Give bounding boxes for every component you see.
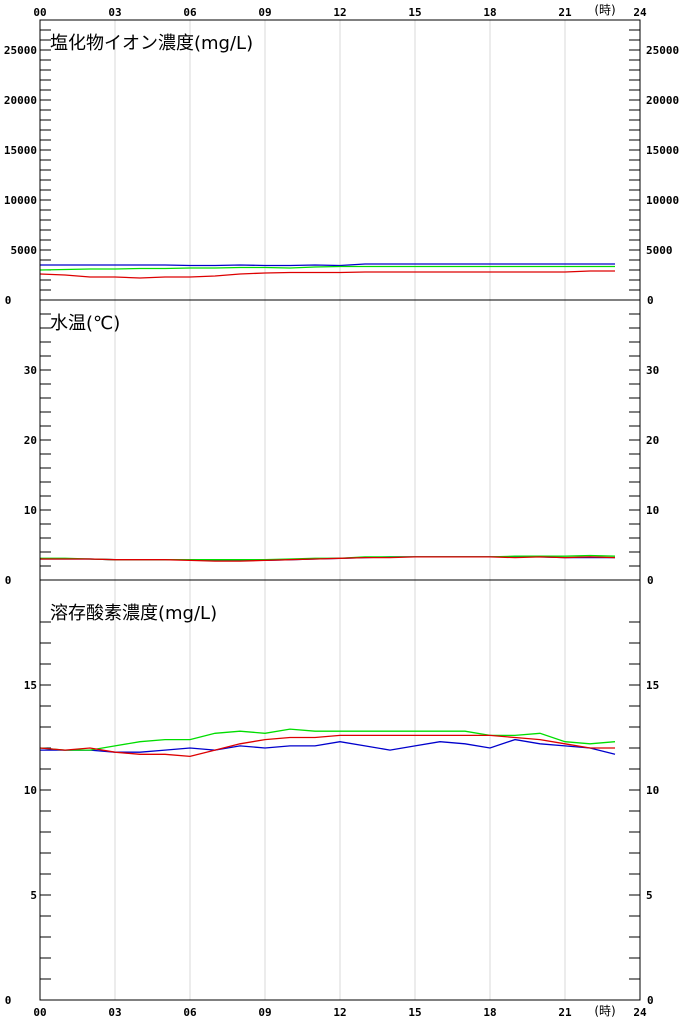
- chloride-left-tick-label: 5000: [11, 244, 38, 257]
- top-hour-label-18: 18: [483, 6, 496, 19]
- top-hour-label-15: 15: [408, 6, 421, 19]
- dissolved-oxygen-left-tick-label: 0: [5, 994, 12, 1007]
- dissolved-oxygen-panel-title: 溶存酸素濃度(mg/L): [50, 603, 217, 624]
- chloride-series-1-line: [40, 263, 615, 267]
- bottom-hour-label-12: 12: [333, 1006, 346, 1019]
- dissolved-oxygen-series-3-line: [39, 734, 615, 758]
- chloride-panel: 0 0 5000 5000 10000 10000 15000 15000 20000 20000…: [4, 19, 679, 307]
- chloride-right-tick-label: 0: [647, 294, 654, 307]
- water-temperature-left-tick-label: 0: [5, 574, 12, 587]
- top-hour-label-03: 03: [108, 6, 121, 19]
- chloride-right-tick-label: 20000: [646, 94, 679, 107]
- bottom-time-axis: 00 03 06 09 12 15 18 21 24 (時): [33, 1004, 647, 1019]
- chloride-right-tick-label: 15000: [646, 144, 679, 157]
- dissolved-oxygen-left-tick-label: 15: [24, 679, 37, 692]
- top-hour-label-06: 06: [183, 6, 197, 19]
- dissolved-oxygen-right-tick-label: 15: [646, 679, 659, 692]
- bottom-hour-label-15: 15: [408, 1006, 421, 1019]
- bottom-hour-label-00: 00: [33, 1006, 46, 1019]
- chloride-right-tick-label: 10000: [646, 194, 679, 207]
- chloride-series-2-line: [39, 265, 615, 271]
- bottom-hour-label-24: 24: [633, 1006, 647, 1019]
- water-temperature-panel-title: 水温(℃): [50, 313, 120, 334]
- top-hour-label-00: 00: [33, 6, 46, 19]
- dissolved-oxygen-series-2-line: [39, 728, 616, 751]
- water-temperature-left-tick-label: 10: [24, 504, 37, 517]
- dissolved-oxygen-right-tick-label: 10: [646, 784, 659, 797]
- chloride-panel-title: 塩化物イオン濃度(mg/L): [50, 33, 253, 54]
- chloride-left-tick-label: 10000: [4, 194, 37, 207]
- dissolved-oxygen-right-tick-label: 0: [647, 994, 654, 1007]
- chloride-left-tick-label: 25000: [4, 44, 37, 57]
- water-temperature-right-tick-label: 20: [646, 434, 659, 447]
- bottom-hour-label-03: 03: [108, 1006, 121, 1019]
- top-hour-label-21: 21: [558, 6, 572, 19]
- dissolved-oxygen-right-tick-label: 5: [646, 889, 653, 902]
- chloride-left-tick-label: 15000: [4, 144, 37, 157]
- top-hour-label-24: 24: [633, 6, 647, 19]
- bottom-time-unit-label: (時): [594, 1004, 615, 1018]
- chloride-right-tick-label: 25000: [646, 44, 679, 57]
- dissolved-oxygen-series-1-line: [40, 738, 616, 755]
- top-hour-label-12: 12: [333, 6, 346, 19]
- bottom-hour-label-18: 18: [483, 1006, 496, 1019]
- top-time-unit-label: (時): [594, 3, 615, 17]
- dissolved-oxygen-left-tick-label: 5: [30, 889, 37, 902]
- top-hour-label-09: 09: [258, 6, 271, 19]
- chloride-left-tick-label: 20000: [4, 94, 37, 107]
- dissolved-oxygen-left-tick-label: 10: [24, 784, 37, 797]
- water-temperature-panel: 0 0 10 10 20 20 30 30 水温(℃): [5, 299, 659, 587]
- water-temperature-right-tick-label: 10: [646, 504, 659, 517]
- chloride-right-tick-label: 5000: [646, 244, 673, 257]
- dissolved-oxygen-plot-frame: [39, 579, 641, 1001]
- bottom-hour-label-06: 06: [183, 1006, 197, 1019]
- bottom-hour-label-21: 21: [558, 1006, 572, 1019]
- chloride-series-3-line: [39, 270, 615, 279]
- water-temperature-left-tick-label: 20: [24, 434, 37, 447]
- water-temperature-series-3-line: [40, 556, 616, 562]
- water-temperature-right-tick-label: 30: [646, 364, 659, 377]
- bottom-hour-label-09: 09: [258, 1006, 271, 1019]
- water-temperature-left-tick-label: 30: [24, 364, 37, 377]
- top-time-axis: 00 03 06 09 12 15 18 21 24 (時): [33, 3, 647, 19]
- water-temperature-right-tick-label: 0: [647, 574, 654, 587]
- dissolved-oxygen-panel: 0 0 5 5 10 10 15 15 溶存酸素濃度(mg/L): [5, 579, 659, 1007]
- chloride-left-tick-label: 0: [5, 294, 12, 307]
